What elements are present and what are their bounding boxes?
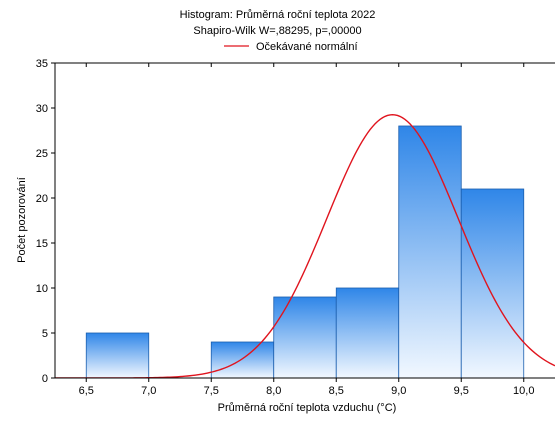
chart-title: Histogram: Průměrná roční teplota 2022 [179, 9, 376, 21]
y-tick-label: 0 [42, 373, 48, 385]
y-tick-label: 30 [36, 103, 48, 115]
histogram-bar-0 [85, 332, 150, 379]
histogram-bar-3 [273, 296, 337, 379]
histogram-bar-2 [210, 341, 275, 379]
x-axis-label: Průměrná roční teplota vzduchu (°C) [218, 402, 397, 414]
x-tick-label: 7,0 [141, 385, 156, 397]
x-tick-label: 6,5 [79, 385, 94, 397]
bars-group [85, 125, 525, 379]
y-axis-label: Počet pozorování [16, 177, 28, 263]
y-tick-label: 5 [42, 328, 48, 340]
x-tick-label: 10,0 [513, 385, 534, 397]
x-tick-label: 8,5 [329, 385, 344, 397]
y-tick-label: 20 [36, 193, 48, 205]
y-tick-label: 10 [36, 283, 48, 295]
histogram-bar-4 [335, 287, 400, 379]
axes-group: 0 5 10 15 20 25 30 35 6,5 7,0 7,5 8,0 8,5 9,0 9,5 10,0 [36, 58, 555, 397]
chart-subtitle: Shapiro-Wilk W=,88295, p=,00000 [193, 25, 362, 37]
histogram-bar-5 [398, 125, 462, 379]
y-tick-label: 35 [36, 58, 48, 70]
y-tick-label: 15 [36, 238, 48, 250]
x-tick-label: 9,5 [454, 385, 469, 397]
legend-label: Očekávané normální [256, 41, 358, 53]
x-tick-label: 9,0 [391, 385, 406, 397]
x-tick-label: 8,0 [266, 385, 281, 397]
histogram-bar-6 [460, 188, 525, 379]
x-tick-label: 7,5 [204, 385, 219, 397]
y-tick-label: 25 [36, 148, 48, 160]
